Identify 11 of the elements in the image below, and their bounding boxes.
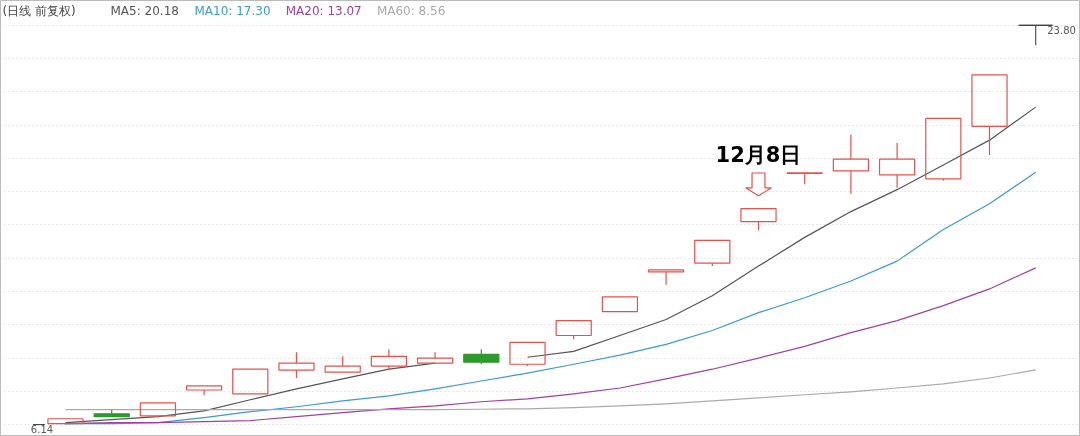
text: MA20: 13.07 [285, 4, 362, 19]
text: MA10: 17.30 [194, 4, 271, 19]
chart-title: (日线 前复权) [2, 4, 76, 19]
candlestick [878, 142, 916, 189]
candlestick [832, 134, 870, 195]
candlestick [370, 348, 408, 371]
annotation: 12月8日 [715, 143, 802, 168]
annotation: 23.80 [1047, 25, 1076, 37]
text: MA60: 8.56 [376, 4, 446, 19]
annotation: 6.14 [30, 424, 54, 436]
text: MA5: 20.18 [110, 4, 179, 19]
